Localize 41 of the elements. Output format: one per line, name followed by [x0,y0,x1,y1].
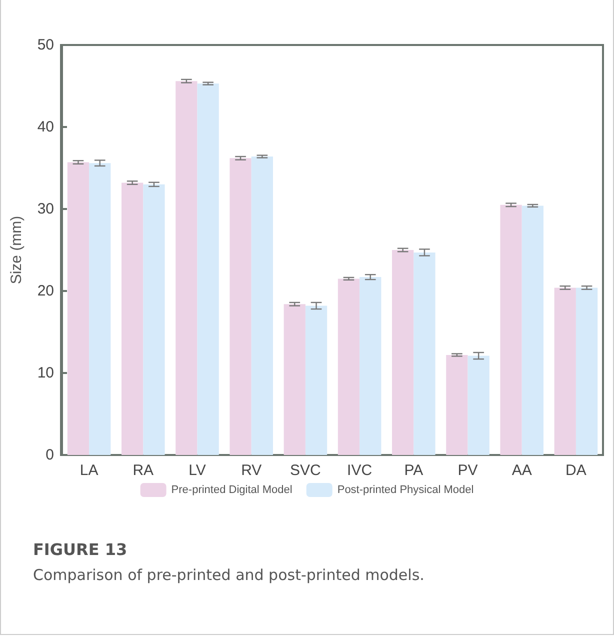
x-tick-label: LA [80,462,98,479]
y-tick-label: 50 [37,36,54,54]
bar [197,84,219,455]
x-tick-label: AA [512,462,532,479]
bar [360,277,382,455]
bar [414,252,436,455]
y-tick-label: 20 [37,282,54,300]
bar [576,288,598,455]
y-axis-title: Size (mm) [8,216,25,284]
bar [338,278,360,455]
bar [251,156,273,455]
bar [305,306,328,455]
bar [468,356,490,455]
text: FIGURE 13 [33,540,128,559]
bar [284,304,306,455]
bar [67,162,90,455]
x-tick-label: SVC [290,462,322,479]
x-tick-label: LV [188,462,206,479]
x-tick-label: IVC [347,462,372,479]
bar [230,158,252,455]
text: Comparison of pre-printed and post-printed models. [33,566,424,584]
bar [176,81,198,455]
bar [392,250,414,455]
y-tick-label: 0 [46,446,54,464]
x-tick-label: PV [458,462,478,479]
bar [89,163,111,455]
x-tick-label: DA [566,462,586,479]
bar [500,204,522,455]
bar [522,206,544,455]
x-tick-label: PA [404,462,424,479]
x-tick-label: RA [132,462,154,479]
bar [554,288,576,455]
legend-label: Post-printed Physical Model [337,484,474,496]
y-tick-label: 10 [37,364,54,382]
legend-label: Pre-printed Digital Model [171,484,292,496]
y-tick-label: 30 [37,200,54,218]
x-tick-label: RV [241,462,262,479]
bar [446,354,468,455]
bar [143,184,165,455]
y-tick-label: 40 [37,118,54,136]
bar [122,182,144,455]
